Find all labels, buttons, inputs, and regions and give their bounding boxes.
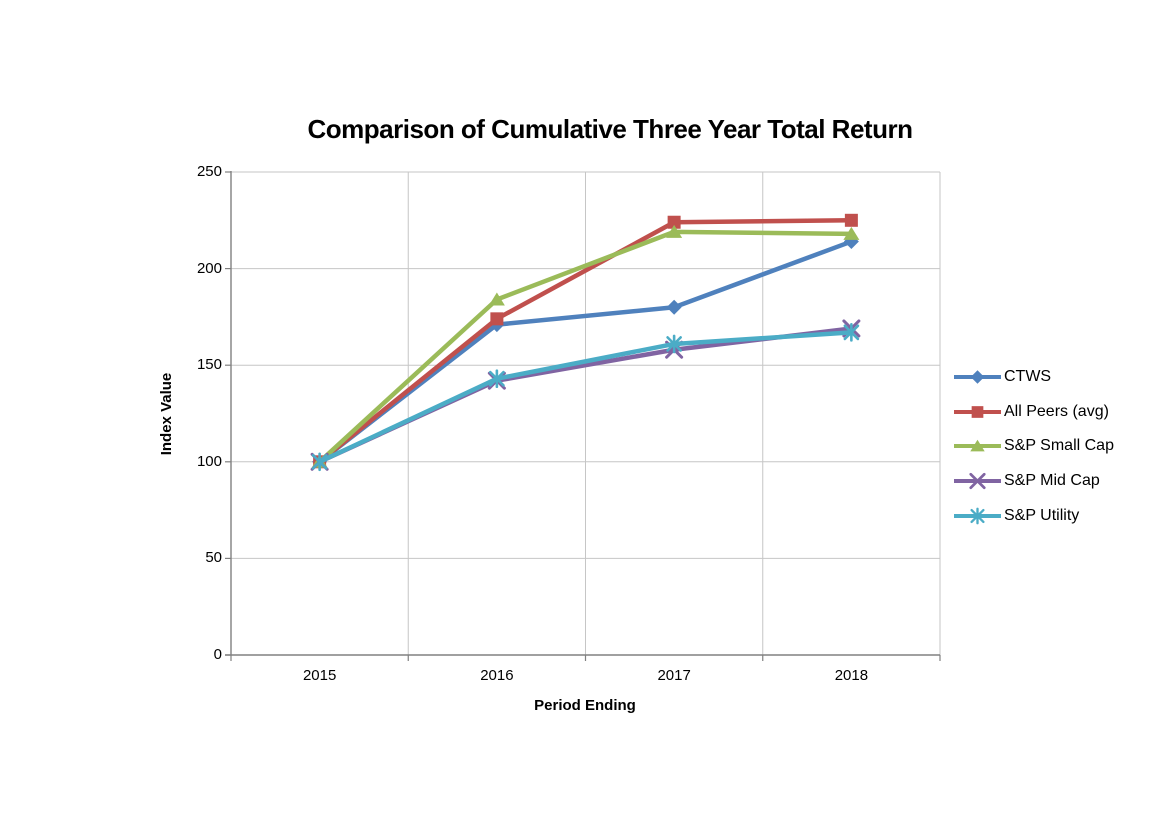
legend-item: S&P Small Cap	[953, 429, 1114, 464]
y-tick-label: 250	[196, 163, 222, 180]
y-tick-label: 100	[196, 452, 222, 470]
series-line	[317, 239, 854, 465]
x-axis-title: Period Ending	[534, 697, 636, 714]
series-line	[317, 218, 854, 465]
triangle-marker	[843, 226, 860, 240]
series-line	[317, 229, 854, 465]
x-tick-label: 2017	[657, 667, 691, 684]
y-tick-label: 50	[205, 549, 222, 567]
x-marker-icon	[969, 472, 986, 490]
legend-item: CTWS	[953, 360, 1114, 395]
diamond-marker	[666, 299, 682, 315]
square-marker	[844, 213, 858, 227]
series-line	[317, 330, 854, 465]
legend-item: S&P Utility	[953, 498, 1114, 533]
legend-item: All Peers (avg)	[953, 395, 1114, 430]
legend: CTWS All Peers (avg) S&P Small Cap S&P Mid …	[953, 360, 1114, 533]
square-marker	[667, 215, 681, 229]
square-marker	[490, 312, 504, 326]
legend-label: CTWS	[1004, 368, 1052, 386]
y-tick-label: 200	[196, 259, 222, 277]
legend-swatch-x-icon	[954, 472, 1001, 490]
legend-swatch-triangle-icon	[954, 440, 1001, 452]
star-marker-icon	[970, 508, 985, 523]
y-tick-label: 150	[196, 356, 222, 374]
legend-label: S&P Mid Cap	[1004, 472, 1100, 490]
legend-item: S&P Mid Cap	[953, 464, 1114, 499]
x-tick-label: 2018	[834, 667, 869, 684]
y-axis-title: Index Value	[158, 372, 175, 456]
x-tick-label: 2016	[480, 667, 514, 684]
star-marker	[311, 453, 328, 470]
legend-label: S&P Small Cap	[1004, 437, 1114, 455]
chart-title: Comparison of Cumulative Three Year Tota…	[307, 114, 913, 144]
square-marker-icon	[971, 406, 984, 418]
y-tick-label: 0	[213, 646, 222, 663]
star-marker	[666, 336, 682, 352]
star-marker	[843, 324, 860, 341]
x-tick-label: 2015	[302, 667, 337, 684]
legend-label: All Peers (avg)	[1004, 402, 1109, 420]
triangle-marker-icon	[970, 440, 985, 452]
legend-label: S&P Utility	[1004, 506, 1080, 524]
star-marker	[489, 370, 505, 387]
triangle-marker	[488, 292, 505, 306]
legend-swatch-square-icon	[954, 406, 1001, 418]
diamond-marker-icon	[970, 370, 985, 385]
triangle-marker	[666, 224, 683, 238]
legend-swatch-diamond-icon	[954, 370, 1001, 385]
legend-swatch-star-icon	[954, 507, 1001, 525]
